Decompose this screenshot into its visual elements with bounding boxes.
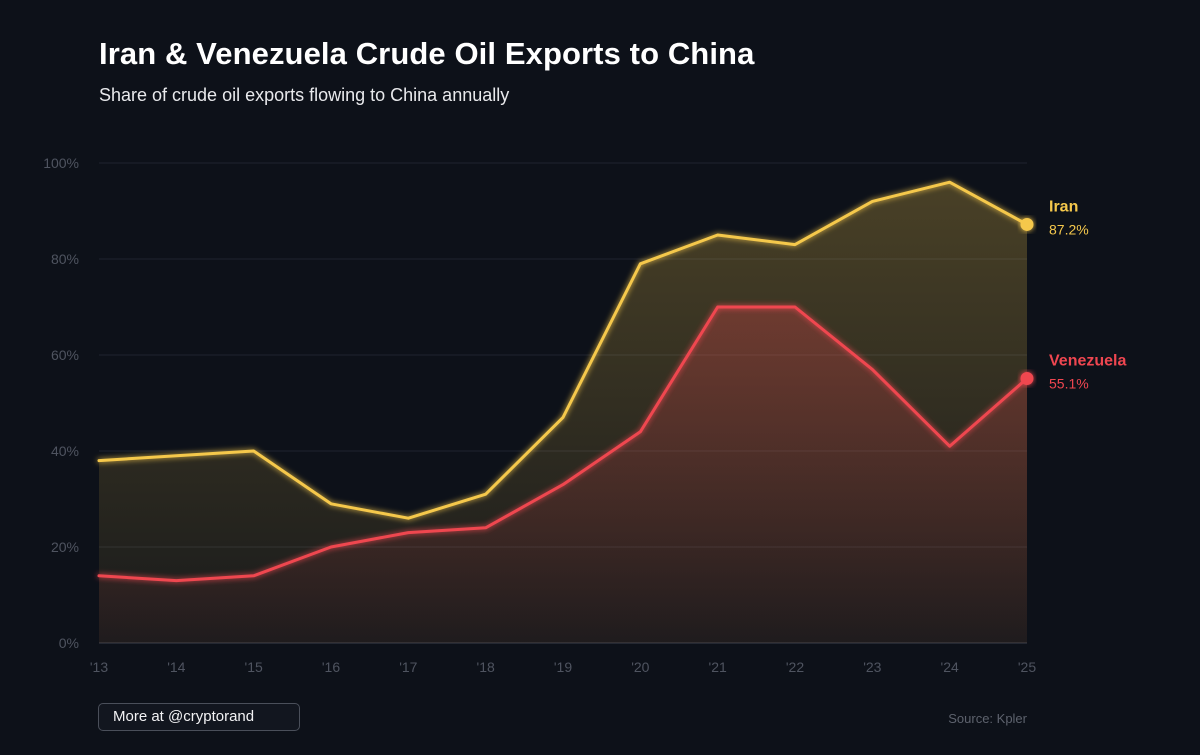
legend-label-venezuela: Venezuela xyxy=(1049,353,1126,370)
y-tick-label: 100% xyxy=(43,155,79,171)
x-tick-label: '23 xyxy=(863,659,881,675)
series-endpoint-venezuela xyxy=(1020,372,1034,386)
series-line-venezuela xyxy=(97,305,1029,583)
x-tick-label: '25 xyxy=(1018,659,1036,675)
x-tick-label: '18 xyxy=(477,659,495,675)
x-tick-label: '24 xyxy=(941,659,959,675)
series-endpoint-iran xyxy=(1020,217,1034,231)
y-tick-label: 80% xyxy=(51,251,79,267)
end-value-label-iran: 87.2% xyxy=(1049,221,1089,237)
source-label: Source: Kpler xyxy=(948,711,1027,726)
series-line-iran xyxy=(97,180,1029,520)
x-tick-label: '19 xyxy=(554,659,572,675)
chart-title: Iran & Venezuela Crude Oil Exports to Ch… xyxy=(99,36,755,71)
x-tick-label: '20 xyxy=(631,659,649,675)
y-tick-label: 40% xyxy=(51,443,79,459)
area-venezuela xyxy=(99,307,1027,643)
more-at-button[interactable]: More at @cryptorand xyxy=(98,703,300,731)
x-tick-label: '17 xyxy=(399,659,417,675)
x-tick-label: '16 xyxy=(322,659,340,675)
x-tick-label: '22 xyxy=(786,659,804,675)
legend-label-iran: Iran xyxy=(1049,198,1078,215)
end-value-label-venezuela: 55.1% xyxy=(1049,376,1089,392)
x-tick-label: '13 xyxy=(90,659,108,675)
y-tick-label: 20% xyxy=(51,539,79,555)
y-tick-label: 60% xyxy=(51,347,79,363)
y-tick-label: 0% xyxy=(59,635,79,651)
x-tick-label: '21 xyxy=(709,659,727,675)
x-tick-label: '14 xyxy=(167,659,185,675)
x-tick-label: '15 xyxy=(245,659,263,675)
chart-subtitle: Share of crude oil exports flowing to Ch… xyxy=(99,85,510,105)
